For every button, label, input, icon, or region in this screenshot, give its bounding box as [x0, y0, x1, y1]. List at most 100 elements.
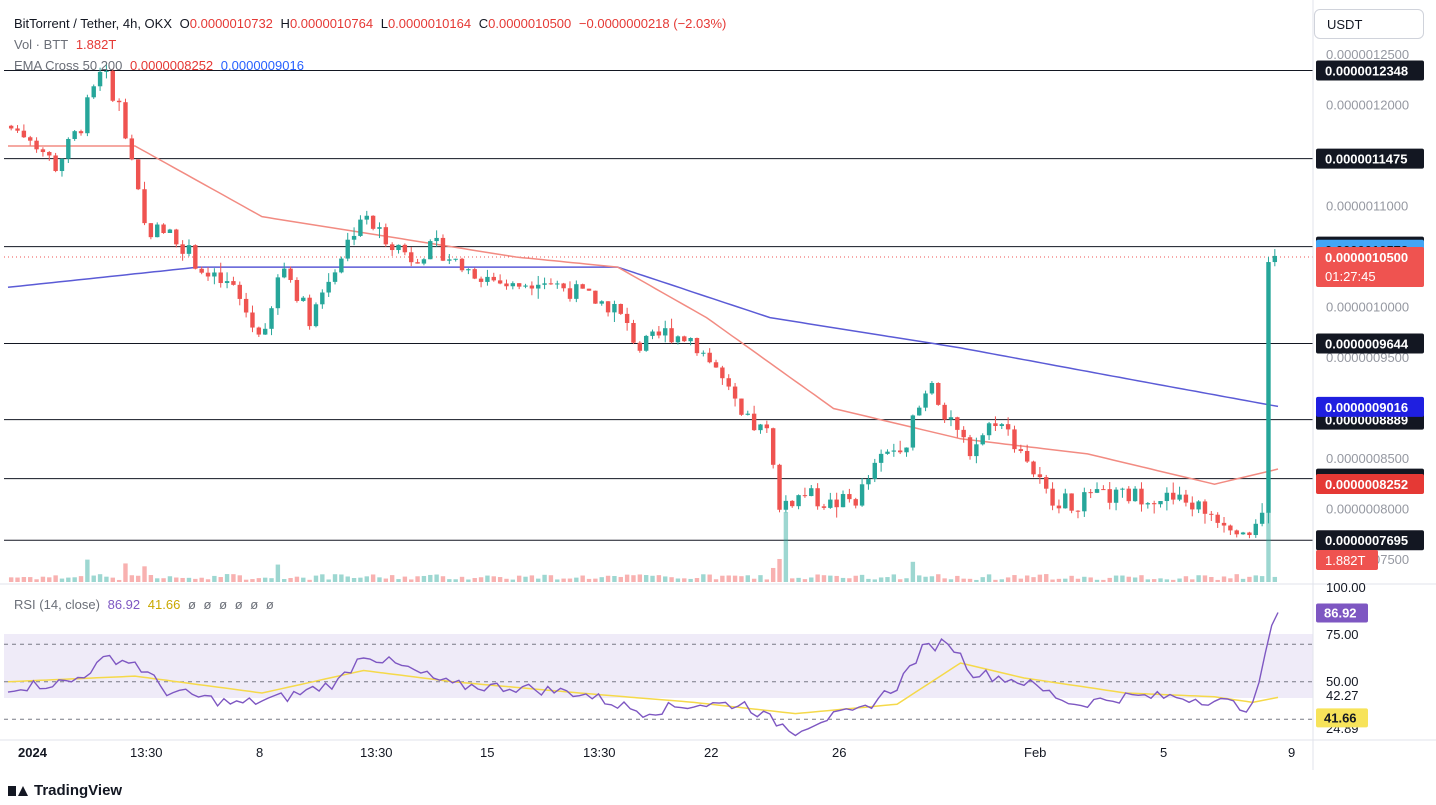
candle — [269, 308, 274, 329]
horizontal-levels — [4, 69, 1313, 541]
candle — [262, 328, 268, 335]
volume-bar — [243, 579, 249, 582]
volume-bar — [688, 578, 693, 582]
candle — [891, 450, 897, 452]
volume-bar — [612, 576, 617, 582]
candle — [40, 149, 46, 153]
candle — [1069, 493, 1074, 511]
candle — [205, 272, 211, 277]
volume-bar — [97, 574, 103, 582]
candle — [904, 447, 909, 453]
candle — [688, 337, 693, 342]
volume-bar — [161, 578, 166, 582]
candle — [847, 494, 852, 500]
volume-bar — [599, 577, 604, 582]
level-price-label: 0.0000012348 — [1325, 63, 1408, 78]
volume-bar — [485, 575, 490, 582]
candle — [466, 269, 471, 271]
candle — [739, 398, 744, 415]
candle — [701, 352, 706, 354]
volume-bar — [402, 576, 408, 582]
volume-bar — [193, 578, 198, 582]
candle — [250, 312, 255, 328]
candle — [78, 131, 84, 134]
volume-value: 1.882T — [75, 37, 117, 52]
ema50-label-bg — [1316, 473, 1424, 494]
time-tick-label: 13:30 — [130, 745, 163, 760]
candle — [599, 301, 604, 304]
candle — [383, 227, 389, 245]
volume-bar — [326, 579, 331, 582]
volume-bar — [802, 579, 808, 582]
volume-bar — [904, 578, 909, 582]
volume-bar — [34, 579, 39, 582]
candle — [713, 362, 719, 368]
candle — [1228, 525, 1233, 531]
ema200-label-bg — [1316, 396, 1424, 417]
candle — [1196, 501, 1201, 510]
volume-bar — [104, 576, 109, 582]
volume-bar — [732, 575, 738, 582]
candle — [821, 506, 827, 508]
time-tick-label: 22 — [704, 745, 718, 760]
candle — [15, 128, 20, 131]
candle — [593, 290, 598, 304]
candle — [1221, 522, 1227, 526]
currency-button[interactable]: USDT — [1314, 9, 1424, 39]
candle — [536, 284, 541, 289]
candle — [1094, 489, 1100, 493]
volume-bar — [1177, 578, 1182, 582]
volume-bar — [917, 575, 922, 582]
close-value: 0.0000010500 — [488, 16, 572, 31]
time-tick-label: 8 — [256, 745, 263, 760]
volume-label: Vol · BTT — [14, 37, 69, 52]
volume-bar — [180, 577, 185, 582]
volume-bar — [999, 579, 1004, 582]
candle — [97, 71, 103, 87]
countdown-label: 01:27:45 — [1325, 269, 1376, 284]
volume-bar — [1063, 578, 1068, 582]
volume-bar — [1151, 579, 1157, 582]
volume-bar — [758, 575, 763, 582]
candle — [1031, 461, 1036, 475]
time-axis[interactable]: 2024 13:30 8 13:30 15 13:30 22 26 Feb 5 9 — [18, 745, 1295, 760]
volume-bar — [1126, 576, 1131, 582]
candle — [694, 337, 700, 354]
volume-bar — [1107, 577, 1112, 582]
candle — [447, 259, 452, 261]
volume-bar — [878, 577, 884, 582]
volume-bar — [332, 574, 338, 582]
candle — [1024, 450, 1030, 462]
last-price-bg — [1316, 247, 1424, 288]
close-label: C — [478, 16, 489, 31]
candle — [643, 335, 649, 351]
candle — [1177, 494, 1182, 500]
candle — [332, 272, 338, 282]
candle — [135, 159, 141, 190]
candle — [815, 488, 820, 507]
candle — [516, 283, 522, 287]
candle — [66, 138, 71, 159]
candle — [1107, 489, 1112, 503]
candle — [8, 125, 14, 129]
candle — [21, 130, 27, 138]
volume-bar — [637, 574, 643, 582]
volume-bar — [377, 577, 382, 582]
candle — [256, 327, 262, 335]
volume-bar — [745, 575, 750, 582]
price-tick-label: 0.0000008000 — [1326, 501, 1409, 516]
volume-bar — [828, 575, 833, 582]
rsi-ma-value-bg — [1316, 708, 1368, 728]
volume-bar — [1113, 575, 1119, 582]
volume-bar — [358, 577, 363, 582]
volume-bar — [897, 579, 903, 582]
candle — [53, 155, 58, 172]
candle — [85, 97, 90, 134]
candle — [1063, 493, 1068, 509]
volume-bar — [53, 575, 58, 582]
candle — [580, 284, 585, 289]
volume-bar — [282, 579, 287, 582]
candle — [612, 303, 617, 313]
volume-bar — [1139, 575, 1144, 582]
